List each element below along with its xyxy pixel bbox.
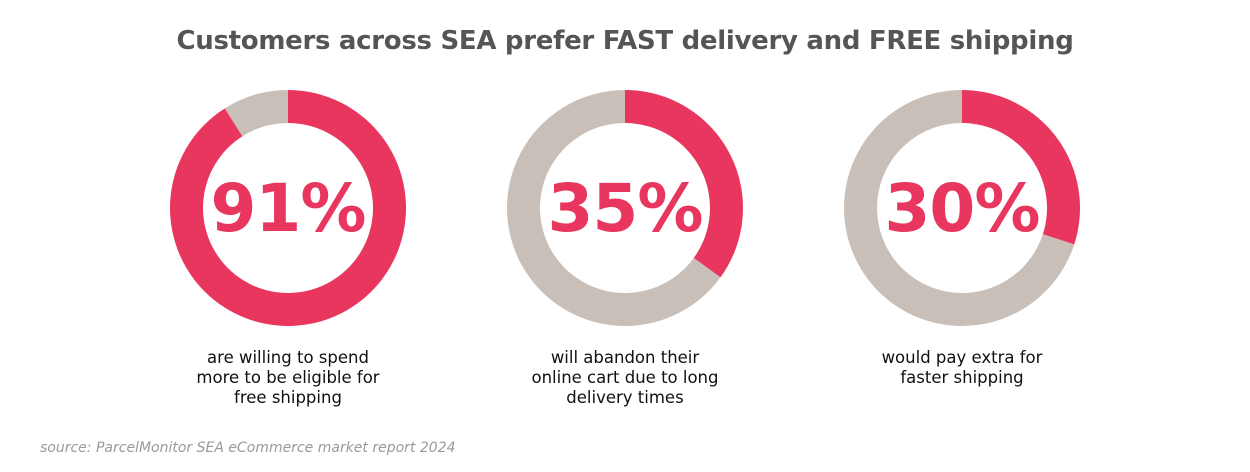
donut-2-remainder-segment: [506, 90, 721, 326]
donut-1-caption-line-2: more to be eligible for: [196, 368, 380, 387]
donut-3-caption-line-2: faster shipping: [900, 368, 1024, 387]
donut-1-caption: are willing to spend more to be eligible…: [158, 348, 418, 408]
donut-3-caption-line-1: would pay extra for: [881, 348, 1043, 367]
donut-chart-1: 91%: [170, 90, 406, 326]
donut-2-caption-line-1: will abandon their: [550, 348, 700, 367]
donut-2-caption-line-2: online cart due to long: [531, 368, 719, 387]
chart-title: Customers across SEA prefer FAST deliver…: [176, 26, 1074, 56]
donut-card-2: 35% will abandon their online cart due t…: [495, 88, 755, 407]
donut-3-center-label: 30%: [885, 170, 1040, 247]
donut-2-caption-line-3: delivery times: [566, 388, 684, 407]
donut-1-center-label: 91%: [211, 170, 366, 247]
donut-1-remainder-segment: [224, 90, 288, 137]
donut-chart-2: 35%: [506, 90, 743, 326]
donut-card-3: 30% would pay extra for faster shipping: [832, 88, 1092, 387]
donut-2-center-label: 35%: [548, 170, 703, 247]
donut-chart-3: 30%: [844, 90, 1080, 326]
donut-card-1: 91% are willing to spend more to be elig…: [158, 88, 418, 407]
donut-1-caption-line-1: are willing to spend: [207, 348, 369, 367]
donut-3-caption: would pay extra for faster shipping: [832, 348, 1092, 388]
donut-3-value-segment: [962, 90, 1080, 245]
donut-1-caption-line-3: free shipping: [234, 388, 342, 407]
donut-2-caption: will abandon their online cart due to lo…: [495, 348, 755, 408]
source-note: source: ParcelMonitor SEA eCommerce mark…: [40, 440, 456, 456]
donut-2-value-segment: [625, 90, 743, 278]
